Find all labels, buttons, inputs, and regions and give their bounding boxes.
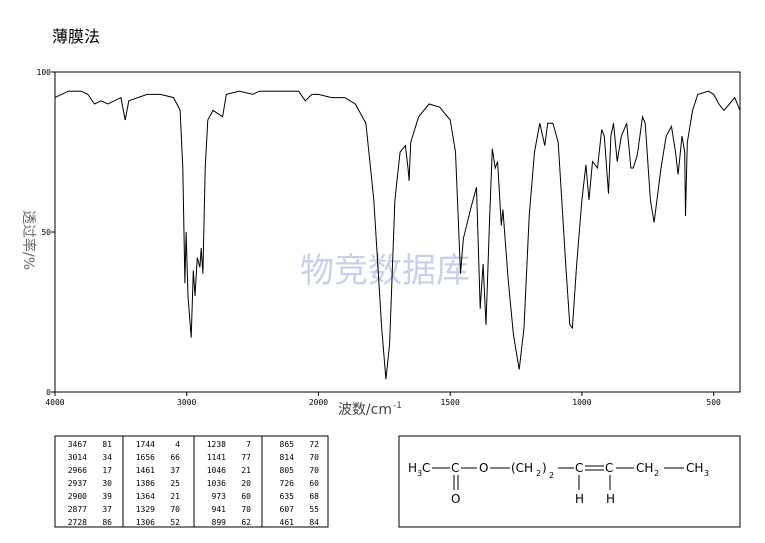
table-cell: 60 <box>309 479 319 488</box>
x-tick-label: 2000 <box>309 398 328 407</box>
x-tick-label: 1500 <box>441 398 460 407</box>
table-cell: 1329 <box>136 505 155 514</box>
table-cell: 1744 <box>136 440 155 449</box>
y-tick-label: 100 <box>37 68 52 77</box>
table-cell: 25 <box>170 479 180 488</box>
table-cell: 2877 <box>68 505 87 514</box>
table-cell: 1364 <box>136 492 155 501</box>
atom-sub: 3 <box>417 469 422 478</box>
x-axis-label: 波数/cm <box>338 402 392 418</box>
table-cell: 1046 <box>207 466 226 475</box>
atom: O <box>479 461 488 475</box>
table-cell: 70 <box>170 505 180 514</box>
table-cell: 70 <box>309 453 319 462</box>
structure-frame <box>398 435 741 528</box>
table-cell: 1141 <box>207 453 226 462</box>
table-cell: 70 <box>241 505 251 514</box>
x-axis-label-sup: -1 <box>393 401 402 411</box>
table-cell: 3467 <box>68 440 87 449</box>
table-cell: 62 <box>241 518 251 527</box>
table-cell: 2966 <box>68 466 87 475</box>
table-cell: 865 <box>280 440 295 449</box>
table-cell: 81 <box>102 440 112 449</box>
table-cell: 899 <box>212 518 227 527</box>
atom: (CH <box>511 461 533 475</box>
table-cell: 1238 <box>207 440 226 449</box>
table-cell: 2900 <box>68 492 87 501</box>
spectrum-line <box>54 90 741 380</box>
table-cell: 60 <box>241 492 251 501</box>
peak-table-frame <box>54 435 329 528</box>
atom: C <box>605 461 613 475</box>
table-cell: 805 <box>280 466 295 475</box>
table-cell: 34 <box>102 453 112 462</box>
table-cell: 1461 <box>136 466 155 475</box>
structure: H 3 C C O (CH 2 ) 2 C C CH 2 CH 3 O H H <box>408 461 709 506</box>
atom: C <box>575 461 583 475</box>
table-cell: 2937 <box>68 479 87 488</box>
table-cell: 726 <box>280 479 295 488</box>
atom: H <box>575 492 584 506</box>
table-cell: 3014 <box>68 453 87 462</box>
table-cell: 814 <box>280 453 295 462</box>
table-cell: 84 <box>309 518 319 527</box>
table-cell: 72 <box>309 440 319 449</box>
table-cell: 66 <box>170 453 180 462</box>
atom: CH <box>636 461 653 475</box>
atom: C <box>451 461 459 475</box>
x-tick-label: 3000 <box>177 398 196 407</box>
table-cell: 2728 <box>68 518 87 527</box>
chart-title: 薄膜法 <box>52 27 100 46</box>
table-cell: 973 <box>212 492 227 501</box>
table-cell: 77 <box>241 453 251 462</box>
atom: C <box>422 461 430 475</box>
table-cell: 37 <box>102 505 112 514</box>
atom: H <box>408 461 417 475</box>
table-cell: 635 <box>280 492 295 501</box>
atom-sub: 2 <box>549 471 554 480</box>
table-cell: 68 <box>309 492 319 501</box>
plot-frame <box>54 71 741 393</box>
x-tick-label: 4000 <box>45 398 64 407</box>
y-axis-label: 透过率/% <box>20 210 37 270</box>
table-cell: 37 <box>170 466 180 475</box>
table-cell: 1306 <box>136 518 155 527</box>
x-tick-label: 500 <box>706 398 721 407</box>
table-cell: 7 <box>246 440 251 449</box>
atom: O <box>451 492 460 506</box>
table-cell: 55 <box>309 505 319 514</box>
table-cell: 4 <box>175 440 180 449</box>
table-cell: 30 <box>102 479 112 488</box>
table-cell: 21 <box>241 466 251 475</box>
table-cell: 52 <box>170 518 180 527</box>
y-tick-label: 0 <box>46 388 51 397</box>
table-cell: 86 <box>102 518 112 527</box>
table-cell: 941 <box>212 505 227 514</box>
atom-sub: 2 <box>654 469 659 478</box>
table-cell: 461 <box>280 518 295 527</box>
table-cell: 20 <box>241 479 251 488</box>
atom: ) <box>542 461 547 475</box>
watermark: 物竞数据库 <box>300 251 470 291</box>
x-tick-label: 1000 <box>572 398 591 407</box>
table-cell: 607 <box>280 505 295 514</box>
table-cell: 17 <box>102 466 112 475</box>
atom-sub: 3 <box>704 469 709 478</box>
y-tick-label: 50 <box>41 228 51 237</box>
atom-sub: 2 <box>536 469 541 478</box>
atom: CH <box>686 461 703 475</box>
table-cell: 1656 <box>136 453 155 462</box>
table-cell: 70 <box>309 466 319 475</box>
table-cell: 1386 <box>136 479 155 488</box>
atom: H <box>606 492 615 506</box>
table-cell: 21 <box>170 492 180 501</box>
table-cell: 1036 <box>207 479 226 488</box>
table-cell: 39 <box>102 492 112 501</box>
